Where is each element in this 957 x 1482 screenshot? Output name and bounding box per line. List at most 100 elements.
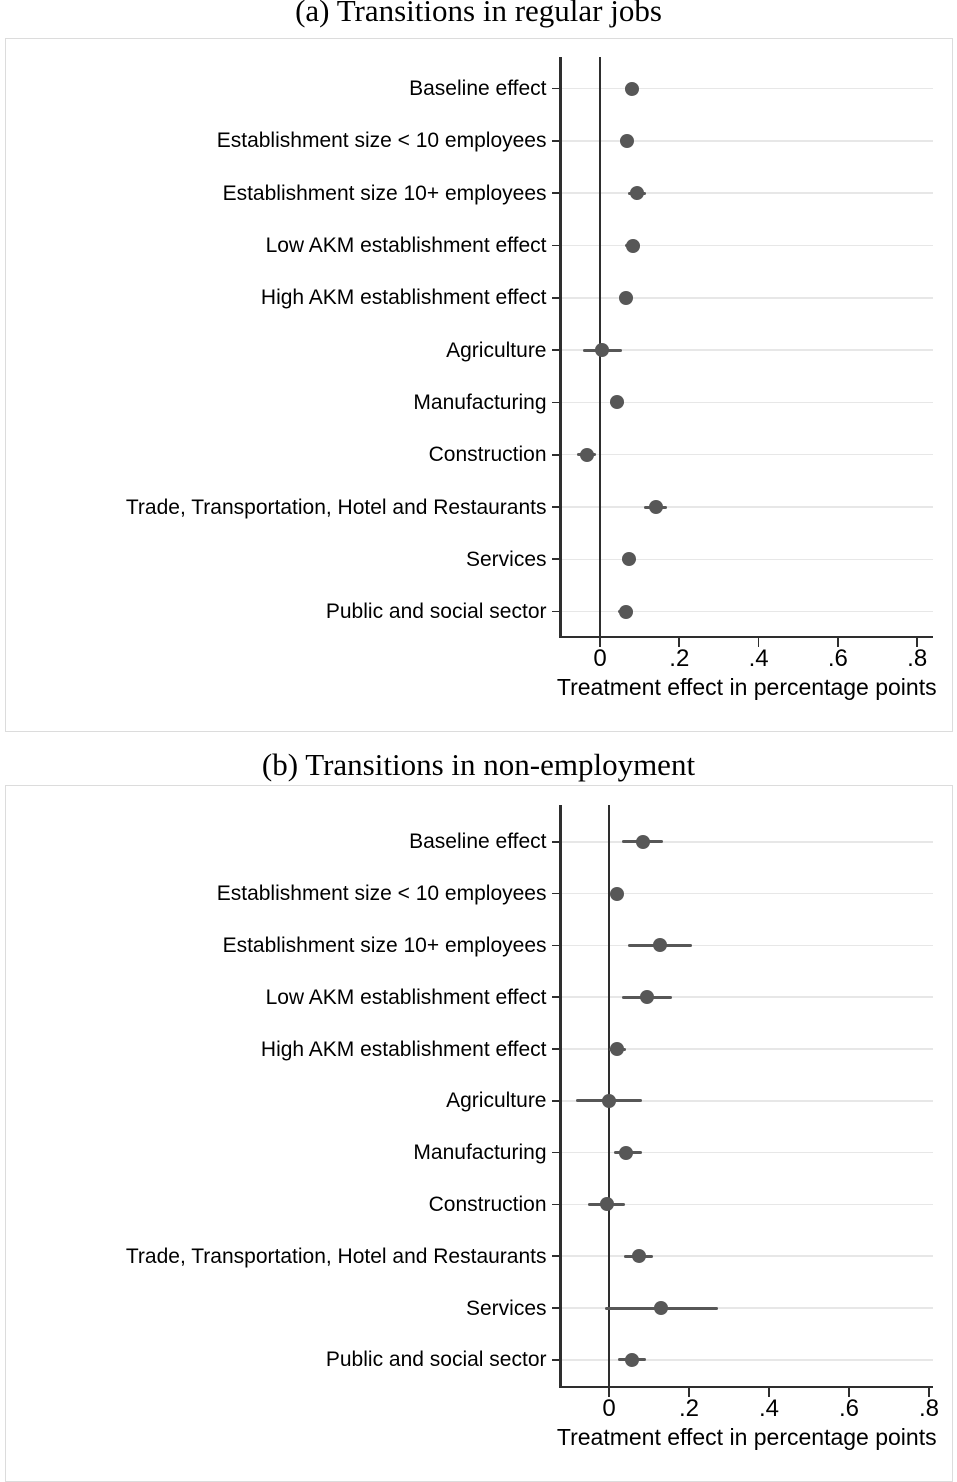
estimate-dot bbox=[639, 990, 654, 1005]
x-axis-tick bbox=[916, 638, 919, 647]
estimate-dot bbox=[632, 1249, 647, 1264]
panel-a-border-box bbox=[5, 38, 953, 732]
estimate-dot bbox=[654, 1301, 668, 1315]
category-label: Manufacturing bbox=[413, 1141, 547, 1165]
gridline bbox=[561, 1359, 933, 1361]
y-axis-tick bbox=[551, 1048, 560, 1050]
x-axis-tick bbox=[608, 1388, 610, 1397]
category-label: Public and social sector bbox=[325, 1348, 547, 1372]
gridline bbox=[561, 87, 933, 90]
y-axis-tick bbox=[551, 1099, 560, 1102]
gridline bbox=[561, 610, 933, 613]
x-axis-tick bbox=[837, 638, 839, 647]
category-label: Manufacturing bbox=[413, 390, 547, 414]
estimate-dot bbox=[609, 886, 624, 901]
category-label: Baseline effect bbox=[409, 77, 547, 101]
gridline bbox=[561, 892, 933, 895]
y-axis-tick bbox=[551, 1307, 560, 1309]
x-axis-tick bbox=[928, 1388, 930, 1397]
gridline bbox=[561, 1100, 933, 1102]
y-axis-tick bbox=[551, 840, 560, 843]
category-label: High AKM establishment effect bbox=[260, 286, 547, 310]
gridline bbox=[561, 244, 933, 247]
panel-b-title: (b) Transitions in non-employment bbox=[261, 747, 696, 782]
gridline bbox=[561, 558, 933, 561]
estimate-dot bbox=[602, 1093, 616, 1108]
x-axis-tick bbox=[768, 1388, 770, 1397]
estimate-dot bbox=[610, 1042, 625, 1056]
y-axis-line bbox=[559, 57, 562, 637]
estimate-dot bbox=[619, 290, 634, 305]
x-axis-title: Treatment effect in percentage points bbox=[556, 674, 937, 700]
x-axis-tick bbox=[678, 638, 681, 647]
category-label: High AKM establishment effect bbox=[260, 1037, 547, 1061]
gridline bbox=[561, 1307, 933, 1309]
category-label: Low AKM establishment effect bbox=[265, 234, 547, 257]
category-label: Low AKM establishment effect bbox=[265, 985, 547, 1009]
x-axis-tick bbox=[599, 638, 601, 647]
estimate-dot bbox=[609, 395, 624, 410]
x-tick-label: .2 bbox=[678, 1395, 699, 1422]
category-label: Trade, Transportation, Hotel and Restaur… bbox=[125, 495, 547, 519]
x-tick-label: .6 bbox=[838, 1395, 859, 1422]
estimate-dot bbox=[648, 500, 663, 514]
estimate-dot bbox=[599, 1197, 614, 1212]
y-axis-tick bbox=[551, 892, 560, 895]
category-label: Establishment size < 10 employees bbox=[216, 882, 547, 906]
category-label: Agriculture bbox=[446, 338, 547, 362]
y-axis-tick bbox=[551, 558, 560, 561]
y-axis-tick bbox=[551, 1255, 560, 1258]
estimate-dot bbox=[621, 552, 636, 567]
x-tick-label: 0 bbox=[602, 1395, 616, 1422]
gridline bbox=[561, 1151, 933, 1154]
x-axis-line bbox=[559, 635, 933, 639]
estimate-dot bbox=[618, 604, 633, 619]
estimate-dot bbox=[619, 1145, 634, 1160]
gridline bbox=[561, 192, 933, 194]
gridline bbox=[561, 1255, 933, 1257]
x-axis-tick bbox=[848, 1388, 850, 1397]
estimate-dot bbox=[624, 1352, 639, 1367]
estimate-dot bbox=[625, 238, 640, 253]
estimate-dot bbox=[629, 186, 644, 201]
x-axis-line bbox=[559, 1385, 933, 1389]
x-axis-title: Treatment effect in percentage points bbox=[556, 1424, 937, 1450]
gridline bbox=[561, 401, 933, 404]
x-tick-label: .4 bbox=[758, 1395, 779, 1422]
category-label: Baseline effect bbox=[409, 830, 547, 854]
category-label: Trade, Transportation, Hotel and Restaur… bbox=[125, 1244, 547, 1268]
x-tick-label: .8 bbox=[907, 645, 928, 672]
gridline bbox=[561, 1048, 933, 1050]
category-label: Establishment size 10+ employees bbox=[222, 933, 547, 957]
category-label: Public and social sector bbox=[325, 600, 547, 624]
gridline bbox=[561, 944, 933, 947]
estimate-dot bbox=[653, 938, 668, 953]
estimate-dot bbox=[624, 81, 639, 96]
gridline bbox=[561, 841, 933, 843]
y-axis-tick bbox=[551, 610, 560, 613]
gridline bbox=[561, 349, 933, 351]
y-axis-tick bbox=[551, 1203, 560, 1206]
category-label: Construction bbox=[428, 1192, 547, 1216]
panel-a-title: (a) Transitions in regular jobs bbox=[295, 0, 662, 28]
category-label: Services bbox=[465, 547, 547, 571]
y-axis-tick bbox=[551, 944, 560, 947]
y-axis-tick bbox=[551, 87, 560, 90]
gridline bbox=[561, 996, 933, 998]
gridline bbox=[561, 506, 933, 508]
gridline bbox=[561, 297, 933, 299]
y-axis-tick bbox=[551, 453, 560, 456]
category-label: Establishment size < 10 employees bbox=[216, 129, 547, 153]
x-tick-label: .8 bbox=[918, 1395, 939, 1422]
x-tick-label: .2 bbox=[669, 645, 690, 672]
estimate-dot bbox=[579, 447, 594, 462]
estimate-dot bbox=[636, 834, 650, 849]
y-axis-tick bbox=[551, 244, 560, 247]
category-label: Construction bbox=[428, 443, 547, 467]
x-tick-label: 0 bbox=[593, 645, 607, 672]
x-axis-tick bbox=[688, 1388, 690, 1397]
y-axis-tick bbox=[551, 401, 560, 404]
x-axis-tick bbox=[757, 638, 760, 647]
y-axis-tick bbox=[551, 1151, 560, 1154]
